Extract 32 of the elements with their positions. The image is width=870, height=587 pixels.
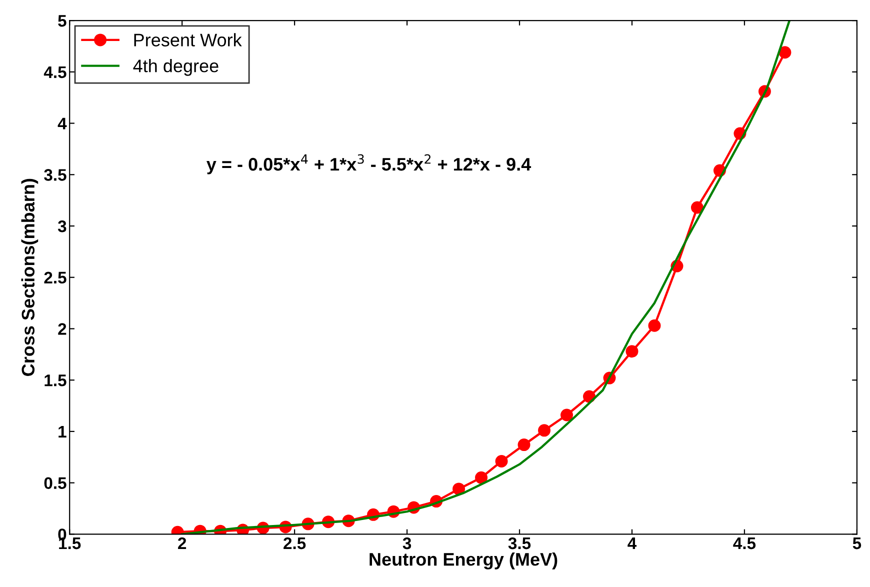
y-tick-label: 0.5 bbox=[44, 477, 66, 490]
y-tick-label: 2 bbox=[58, 323, 66, 335]
x-tick-label: 4 bbox=[628, 538, 637, 550]
y-tick-label: 1 bbox=[58, 426, 66, 438]
y-axis-title: Cross Sections(mbarn) bbox=[21, 178, 38, 376]
y-tick-label: 4.5 bbox=[44, 66, 66, 78]
point bbox=[452, 482, 466, 496]
x-axis-title: Neutron Energy (MeV) bbox=[370, 552, 558, 570]
x-tick-label: 5 bbox=[852, 538, 862, 550]
x-tick-label: 3.5 bbox=[508, 537, 531, 550]
y-tick-label: 3.5 bbox=[44, 169, 66, 181]
y-tick-label: 4 bbox=[58, 118, 67, 130]
point bbox=[626, 345, 638, 358]
x-tick-label: 2.5 bbox=[284, 537, 306, 550]
point bbox=[495, 454, 508, 468]
point bbox=[648, 319, 661, 332]
y-tick-label: 1.5 bbox=[44, 374, 66, 386]
y-tick-label: 3 bbox=[58, 220, 66, 232]
y-tick-label: 5 bbox=[58, 15, 66, 27]
point bbox=[690, 201, 704, 214]
legend-label: Present Work bbox=[134, 33, 242, 46]
point bbox=[518, 438, 530, 452]
point bbox=[560, 408, 574, 422]
point bbox=[538, 424, 551, 437]
x-tick-label: 2 bbox=[178, 537, 186, 550]
x-tick-label: 3 bbox=[402, 537, 412, 550]
annotation: y = - 0.05*x$^{4}$ + 1*x$^{3}$ - 5.5*x$^{2}$ + 12*x - 9.4 bbox=[206, 154, 532, 174]
point bbox=[475, 471, 488, 484]
y-tick-label: 2.5 bbox=[44, 272, 66, 284]
point bbox=[778, 46, 792, 59]
x-tick-label: 4.5 bbox=[733, 538, 756, 550]
legend-label: 4th degree bbox=[133, 59, 218, 76]
